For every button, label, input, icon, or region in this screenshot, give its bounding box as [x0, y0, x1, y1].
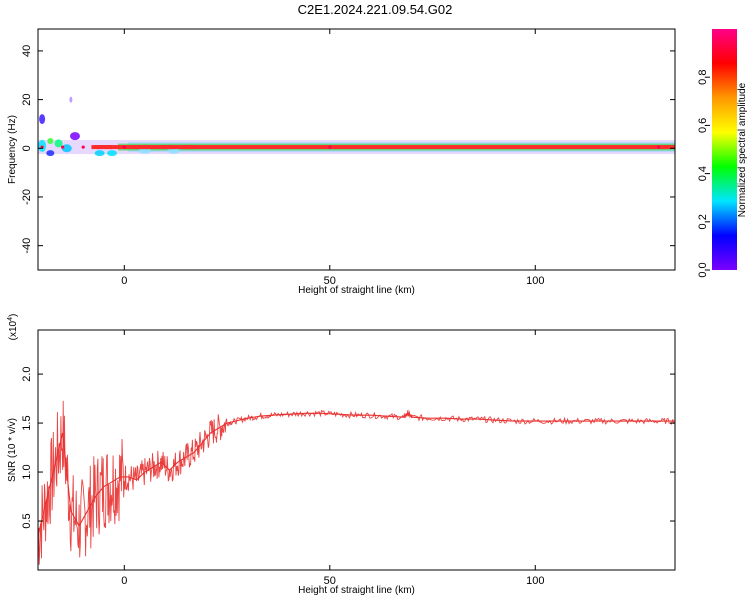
heatmap-blob: [167, 147, 180, 154]
x-axis-label: Height of straight line (km): [298, 585, 415, 596]
colorbar: [712, 29, 737, 270]
heatmap-blob: [47, 137, 54, 144]
heatmap-frame: [37, 28, 676, 271]
y-axis-label: SNR (10 * v/v): [7, 418, 18, 482]
heatmap-ridge-segment: [91, 145, 112, 150]
heatmap-blob: [46, 150, 55, 157]
x-tick-label: 50: [324, 575, 336, 587]
heatmap-blob: [94, 150, 105, 157]
y-tick-label: 40: [21, 45, 33, 57]
heatmap-blob: [106, 150, 117, 157]
y-scale-label: (x104): [7, 314, 19, 341]
heatmap-ridge: [95, 145, 675, 150]
heatmap-ridge-segment: [181, 145, 195, 150]
x-tick-label: 0: [121, 275, 127, 287]
y-axis-label: Frequency (Hz): [7, 115, 18, 184]
y-tick-label: 20: [21, 93, 33, 105]
x-tick-label: 50: [324, 275, 336, 287]
colorbar-tick-label: 0.6: [697, 118, 709, 133]
line-frame: [37, 329, 676, 571]
heatmap-layer: [38, 96, 675, 157]
x-tick-label: 100: [526, 275, 544, 287]
snr-series-noise: [38, 400, 675, 565]
x-tick-label: 0: [121, 575, 127, 587]
x-tick-label: 100: [526, 575, 544, 587]
heatmap-blob: [61, 144, 72, 153]
y-tick-label: 1.5: [21, 415, 33, 430]
x-axis-label: Height of straight line (km): [298, 285, 415, 296]
heatmap-blob: [54, 139, 63, 148]
heatmap-point: [122, 145, 126, 149]
y-tick-label: 0.5: [21, 513, 33, 528]
heatmap-point: [61, 145, 65, 149]
heatmap-point: [81, 145, 85, 149]
colorbar-tick-label: 0.8: [697, 70, 709, 85]
heatmap-blob: [69, 132, 80, 141]
heatmap-blob: [39, 114, 46, 125]
heatmap-blob: [138, 147, 151, 154]
y-tick-label: 2.0: [21, 366, 33, 381]
y-tick-label: -40: [21, 238, 33, 254]
heatmap-ridge-segment: [161, 145, 174, 150]
line-layer: [38, 400, 675, 565]
chart-title: C2E1.2024.221.09.54.G02: [297, 2, 453, 17]
y-tick-label: -20: [21, 189, 33, 205]
colorbar-tick-label: 0.2: [697, 214, 709, 229]
colorbar-tick-label: 0.0: [697, 262, 709, 277]
y-tick-label: 0: [21, 145, 33, 151]
y-tick-label: 1.0: [21, 464, 33, 479]
colorbar-tick-label: 0.4: [697, 166, 709, 181]
heatmap-point: [328, 145, 332, 149]
heatmap-blob: [69, 96, 73, 103]
colorbar-label: Normalized spectral amplitude: [737, 82, 748, 217]
heatmap-ridge-segment: [132, 145, 149, 150]
heatmap-point: [656, 145, 661, 149]
